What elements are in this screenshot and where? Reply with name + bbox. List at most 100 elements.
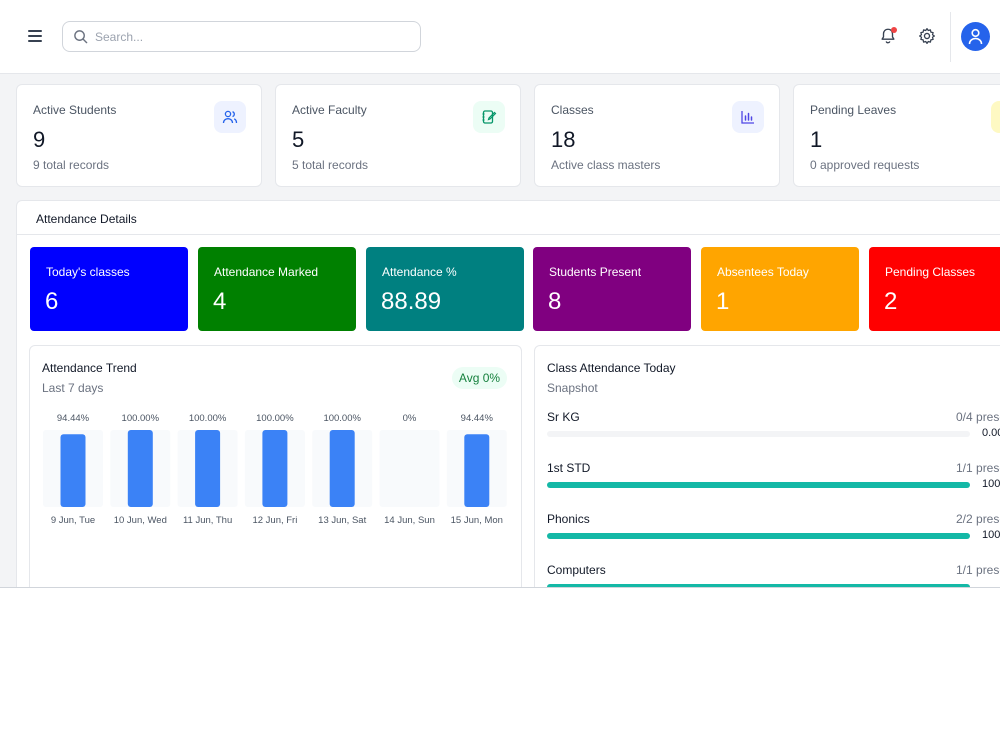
stat-label: Pending Leaves xyxy=(810,103,897,117)
progress-track xyxy=(547,584,970,587)
stat-icon-box xyxy=(214,101,246,133)
top-bar xyxy=(0,0,1000,74)
tile-value: 8 xyxy=(548,288,562,315)
trend-subtitle: Last 7 days xyxy=(42,381,104,395)
stat-subtext: 9 total records xyxy=(33,158,110,172)
attendance-trend-card: Attendance Trend Last 7 days Avg 0% 94.4… xyxy=(29,345,522,587)
tile-attendance-percent[interactable]: Attendance % 88.89 xyxy=(366,247,524,331)
trend-title: Attendance Trend xyxy=(42,361,137,375)
class-name: Sr KG xyxy=(547,410,580,424)
class-attendance-title: Class Attendance Today xyxy=(547,361,676,375)
stat-card-classes: Classes 18 Active class masters xyxy=(534,84,780,187)
search-box[interactable] xyxy=(62,21,421,52)
class-percent: 100 xyxy=(982,478,1000,490)
search-input[interactable] xyxy=(95,27,405,47)
class-percent: 100 xyxy=(982,529,1000,541)
stat-label: Classes xyxy=(551,103,594,117)
progress-fill xyxy=(547,584,970,587)
stat-subtext: 0 approved requests xyxy=(810,158,920,172)
search-icon xyxy=(74,30,88,44)
class-attendance-card: Class Attendance Today Snapshot Sr KG 0/… xyxy=(534,345,1000,587)
class-row-computers: Computers 1/1 prese xyxy=(547,563,1000,587)
tile-absentees-today[interactable]: Absentees Today 1 xyxy=(701,247,859,331)
stat-card-pending-leaves: Pending Leaves 1 0 approved requests xyxy=(793,84,1000,187)
class-name: Computers xyxy=(547,563,606,577)
bar-value-label: 100.00% xyxy=(323,413,361,424)
tile-value: 4 xyxy=(213,288,227,315)
attendance-bar[interactable] xyxy=(60,434,86,507)
user-avatar[interactable] xyxy=(961,22,990,51)
users-icon xyxy=(222,110,238,124)
tile-attendance-marked[interactable]: Attendance Marked 4 xyxy=(198,247,356,331)
dashboard-viewport: Active Students 9 9 total records Active… xyxy=(0,0,1000,588)
x-axis-tick-label: 10 Jun, Wed xyxy=(114,515,167,526)
stat-value: 1 xyxy=(810,127,823,152)
tile-label: Pending Classes xyxy=(885,265,976,279)
notifications-button[interactable] xyxy=(879,27,899,47)
class-row-1st-std: 1st STD 1/1 prese 100 xyxy=(547,461,1000,501)
bar-value-label: 100.00% xyxy=(256,413,294,424)
progress-track xyxy=(547,533,970,539)
tile-label: Attendance Marked xyxy=(214,265,319,279)
notification-dot xyxy=(891,27,897,33)
stat-icon-box xyxy=(473,101,505,133)
header-divider xyxy=(950,12,951,62)
bar-chart-icon xyxy=(741,111,754,124)
attendance-details-title: Attendance Details xyxy=(36,212,137,226)
progress-track xyxy=(547,482,970,488)
x-axis-tick-label: 13 Jun, Sat xyxy=(318,515,366,526)
attendance-bar[interactable] xyxy=(464,434,490,507)
bar-value-label: 100.00% xyxy=(122,413,160,424)
stat-icon-box xyxy=(991,101,1000,133)
class-percent: 0.00 xyxy=(982,427,1000,439)
bar-value-label: 100.00% xyxy=(189,413,227,424)
user-icon xyxy=(968,28,983,45)
class-present-count: 1/1 prese xyxy=(956,563,1000,577)
x-axis-tick-label: 15 Jun, Mon xyxy=(451,515,503,526)
stat-subtext: Active class masters xyxy=(551,158,661,172)
tile-todays-classes[interactable]: Today's classes 6 xyxy=(30,247,188,331)
class-present-count: 2/2 prese xyxy=(956,512,1000,526)
settings-button[interactable] xyxy=(918,27,936,45)
class-name: Phonics xyxy=(547,512,590,526)
average-badge: Avg 0% xyxy=(452,367,507,389)
gear-icon xyxy=(918,27,936,45)
stat-value: 9 xyxy=(33,127,46,152)
x-axis-tick-label: 14 Jun, Sun xyxy=(384,515,435,526)
stat-value: 18 xyxy=(551,127,576,152)
tile-students-present[interactable]: Students Present 8 xyxy=(533,247,691,331)
attendance-bar[interactable] xyxy=(127,430,153,507)
progress-track xyxy=(547,431,970,437)
stat-card-active-students: Active Students 9 9 total records xyxy=(16,84,262,187)
class-row-phonics: Phonics 2/2 prese 100 xyxy=(547,512,1000,552)
tile-value: 1 xyxy=(716,288,730,315)
class-present-count: 1/1 prese xyxy=(956,461,1000,475)
attendance-bar[interactable] xyxy=(195,430,221,507)
bar-value-label: 94.44% xyxy=(57,413,90,424)
progress-fill xyxy=(547,482,970,488)
class-present-count: 0/4 prese xyxy=(956,410,1000,424)
bar-value-label: 94.44% xyxy=(461,413,494,424)
bar-value-label: 0% xyxy=(403,413,417,424)
tile-value: 2 xyxy=(884,288,898,315)
tile-label: Attendance % xyxy=(382,265,457,279)
bar-slot-background xyxy=(379,430,440,507)
attendance-trend-chart: 94.44% 9 Jun, Tue 100.00% 10 Jun, Wed 100.00… xyxy=(43,413,507,526)
hamburger-menu-icon[interactable] xyxy=(28,30,42,42)
tile-pending-classes[interactable]: Pending Classes 2 xyxy=(869,247,1000,331)
attendance-bar[interactable] xyxy=(329,430,355,507)
stat-value: 5 xyxy=(292,127,305,152)
tile-label: Students Present xyxy=(549,265,642,279)
class-attendance-subtitle: Snapshot xyxy=(547,381,598,395)
tile-label: Today's classes xyxy=(46,265,130,279)
stat-label: Active Faculty xyxy=(292,103,367,117)
stat-card-active-faculty: Active Faculty 5 5 total records xyxy=(275,84,521,187)
tile-label: Absentees Today xyxy=(717,265,809,279)
progress-fill xyxy=(547,533,970,539)
stat-subtext: 5 total records xyxy=(292,158,369,172)
edit-notebook-icon xyxy=(482,110,497,124)
class-name: 1st STD xyxy=(547,461,591,475)
attendance-details-header: Attendance Details xyxy=(17,201,1000,235)
attendance-bar[interactable] xyxy=(262,430,288,507)
x-axis-tick-label: 12 Jun, Fri xyxy=(252,515,297,526)
